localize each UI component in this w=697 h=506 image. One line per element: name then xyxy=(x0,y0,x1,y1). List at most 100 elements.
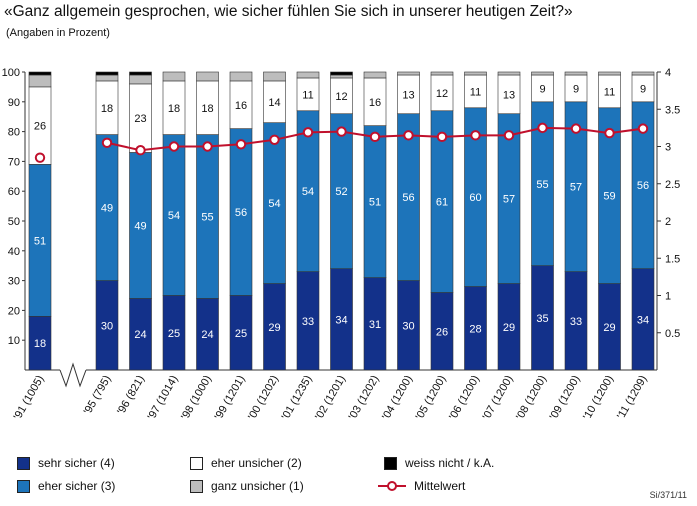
bar-segment xyxy=(129,74,152,85)
bar-value-label: 30 xyxy=(101,320,113,332)
mittelwert-point xyxy=(101,137,113,148)
bar-value-label: 29 xyxy=(503,322,515,334)
mittelwert-point xyxy=(235,139,247,150)
bar-segment xyxy=(162,71,186,82)
mittelwert-point xyxy=(202,141,213,152)
bar-segment xyxy=(296,71,320,79)
bar-value-label: 28 xyxy=(469,323,481,335)
bar-value-label: 18 xyxy=(34,338,46,350)
bar-value-label: 11 xyxy=(604,86,615,98)
bar-value-label: 33 xyxy=(302,316,314,328)
x-tick-label: '05 (1200) xyxy=(414,374,449,423)
legend-label-mittelwert: Mittelwert xyxy=(414,479,466,493)
bar-value-label: 60 xyxy=(469,192,481,204)
mittelwert-point xyxy=(637,123,649,134)
bar-segment xyxy=(330,74,353,79)
bar-value-label: 26 xyxy=(34,121,46,133)
mittelwert-point xyxy=(503,130,515,141)
bar-value-label: 11 xyxy=(470,86,481,98)
bar-value-label: 31 xyxy=(369,319,381,331)
bar-value-label: 29 xyxy=(268,322,280,334)
bar-value-label: 16 xyxy=(369,97,381,109)
x-tick-label: '08 (1200) xyxy=(514,374,549,423)
y-left-tick-label: 60 xyxy=(8,186,20,198)
y-right-tick-label: 3.5 xyxy=(665,104,680,116)
bar-value-label: 49 xyxy=(101,203,113,215)
bar-value-label: 24 xyxy=(201,329,213,341)
bar-value-label: 54 xyxy=(268,198,280,210)
mittelwert-point xyxy=(269,134,280,145)
bar-value-label: 56 xyxy=(402,192,414,204)
bar-value-label: 18 xyxy=(101,103,113,115)
mittelwert-point xyxy=(537,122,548,134)
mittelwert-point xyxy=(570,123,582,134)
bar-segment xyxy=(263,71,286,82)
bar-value-label: 56 xyxy=(235,207,247,219)
bar-segment xyxy=(330,71,353,76)
mittelwert-point xyxy=(302,127,314,138)
bar-value-label: 23 xyxy=(134,113,146,125)
x-tick-label: '97 (1014) xyxy=(146,374,181,423)
legend-item-eher-sicher: eher sicher (3) xyxy=(17,479,115,493)
bar-segment xyxy=(229,71,253,82)
x-tick-label: '02 (1201) xyxy=(313,374,348,423)
y-right-tick-label: 1.5 xyxy=(665,253,680,265)
x-tick-label: '99 (1201) xyxy=(213,374,248,423)
bar-segment xyxy=(397,71,420,76)
legend-label-weiss-nicht: weiss nicht / k.A. xyxy=(405,456,495,470)
bar-segment xyxy=(430,71,454,76)
x-tick-label: '10 (1200) xyxy=(581,374,616,423)
bar-value-label: 57 xyxy=(570,182,582,194)
x-tick-label: '00 (1202) xyxy=(246,374,281,423)
bar-value-label: 54 xyxy=(302,186,314,198)
bar-value-label: 25 xyxy=(235,328,247,340)
x-tick-label: '09 (1200) xyxy=(548,374,583,423)
bar-value-label: 35 xyxy=(536,313,548,325)
y-left-tick-label: 90 xyxy=(8,97,20,109)
y-left-tick-label: 20 xyxy=(8,305,20,317)
bar-value-label: 49 xyxy=(134,220,146,232)
bar-value-label: 33 xyxy=(570,316,582,328)
y-left-tick-label: 100 xyxy=(2,67,20,79)
bar-value-label: 13 xyxy=(503,89,515,101)
mittelwert-point xyxy=(168,141,180,152)
bar-segment xyxy=(95,74,119,82)
bar-value-label: 54 xyxy=(168,210,180,222)
mittelwert-point xyxy=(470,130,481,141)
legend-label-sehr-sicher: sehr sicher (4) xyxy=(38,456,115,470)
legend-swatch-weiss-nicht xyxy=(384,456,397,470)
mittelwert-point xyxy=(135,145,146,156)
y-right-tick-label: 2 xyxy=(665,216,671,228)
legend-item-sehr-sicher: sehr sicher (4) xyxy=(17,456,115,470)
bar-segment xyxy=(531,71,554,76)
legend-swatch-ganz-unsicher xyxy=(190,479,203,493)
y-right-tick-label: 3 xyxy=(665,142,671,154)
x-tick-label: '01 (1235) xyxy=(280,374,315,423)
mittelwert-point xyxy=(403,130,414,141)
legend-swatch-eher-unsicher xyxy=(190,456,203,470)
source-credit: Si/371/11 xyxy=(649,490,687,500)
bar-value-label: 56 xyxy=(637,180,649,192)
bar-value-label: 9 xyxy=(640,83,646,95)
x-tick-label: '03 (1202) xyxy=(347,374,382,423)
x-tick-label: '91 (1005) xyxy=(12,374,47,423)
x-tick-label: '07 (1200) xyxy=(481,374,516,423)
bar-value-label: 18 xyxy=(201,103,213,115)
mittelwert-point xyxy=(34,152,46,163)
bar-value-label: 61 xyxy=(436,197,448,209)
bar-value-label: 52 xyxy=(335,186,347,198)
bar-value-label: 16 xyxy=(235,100,247,112)
bar-value-label: 9 xyxy=(573,83,579,95)
x-tick-label: '96 (821) xyxy=(115,374,147,417)
bar-value-label: 59 xyxy=(603,191,615,203)
y-right-tick-label: 1 xyxy=(665,291,671,303)
bar-segment xyxy=(598,71,621,76)
y-left-tick-label: 30 xyxy=(8,276,20,288)
bar-value-label: 13 xyxy=(402,89,414,101)
x-tick-label: '06 (1200) xyxy=(447,374,482,423)
bar-value-label: 30 xyxy=(402,320,414,332)
bar-value-label: 9 xyxy=(539,83,545,95)
y-left-tick-label: 50 xyxy=(8,216,20,228)
bar-value-label: 51 xyxy=(34,235,46,247)
bar-value-label: 55 xyxy=(201,212,213,224)
